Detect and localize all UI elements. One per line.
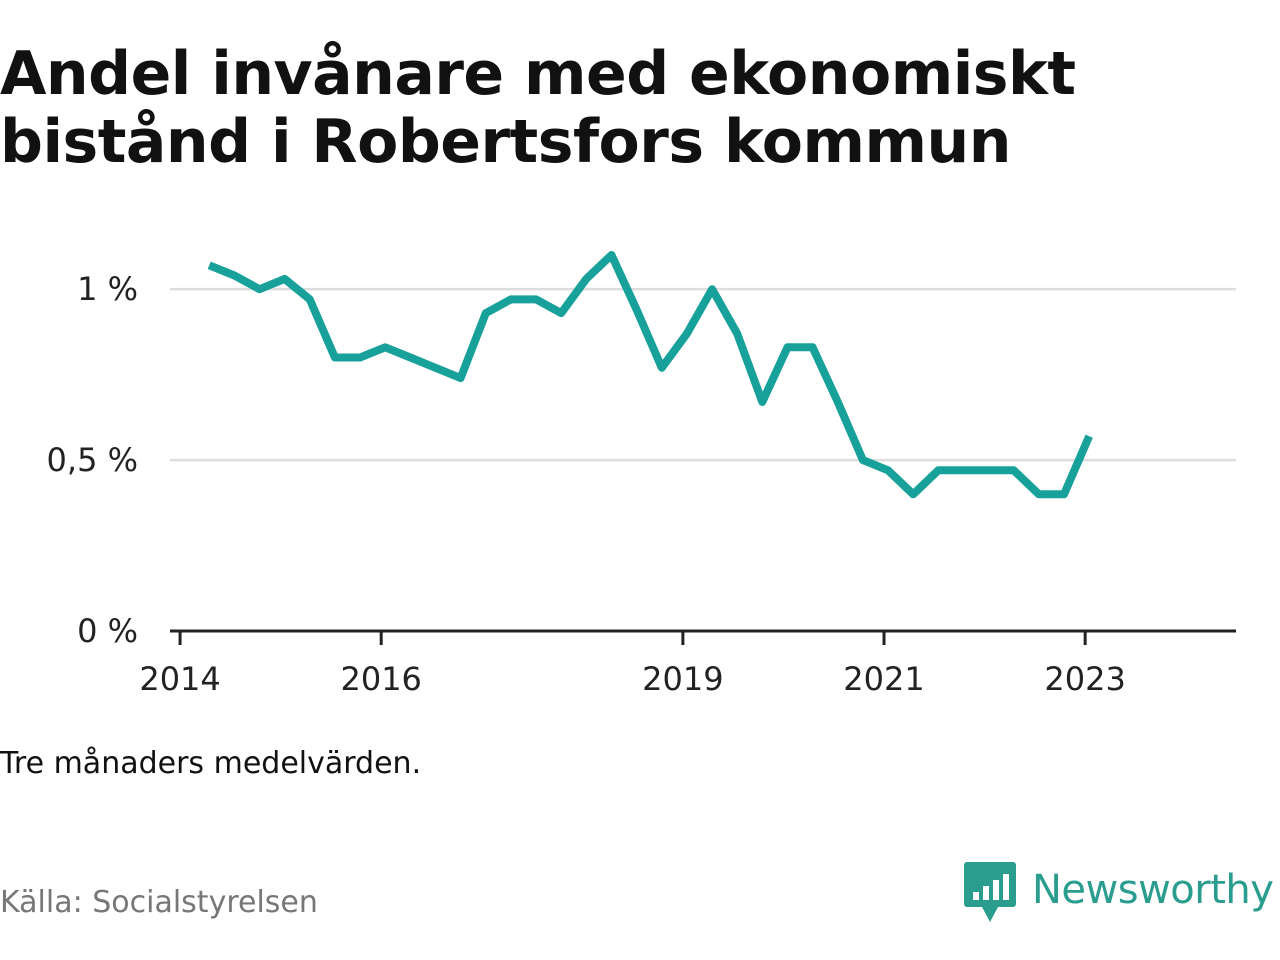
line-chart: 0 % 0,5 % 1 % 2014 2016 2019 2021 2023 — [47, 251, 1236, 698]
y-tick-label: 0,5 % — [47, 441, 138, 479]
gridlines — [170, 287, 1236, 462]
x-tick-label: 2019 — [642, 660, 723, 698]
x-tick-label: 2014 — [139, 660, 220, 698]
y-tick-label: 0 % — [77, 612, 138, 650]
y-axis-labels: 0 % 0,5 % 1 % — [47, 270, 138, 650]
newsworthy-logo: Newsworthy — [964, 862, 1274, 924]
source-credit: Källa: Socialstyrelsen — [0, 885, 318, 920]
series-line — [207, 251, 1093, 499]
bar-chart-speech-bubble-icon — [964, 862, 1016, 922]
x-tick-label: 2016 — [340, 660, 421, 698]
chart-title: Andel invånare med ekonomiskt bistånd i … — [0, 39, 1076, 177]
x-tick-label: 2021 — [843, 660, 924, 698]
y-tick-label: 1 % — [77, 270, 138, 308]
x-axis-labels: 2014 2016 2019 2021 2023 — [139, 660, 1126, 698]
x-tick-label: 2023 — [1044, 660, 1125, 698]
series-layer — [207, 251, 1093, 499]
x-axis — [170, 629, 1236, 645]
brand-name: Newsworthy — [1032, 867, 1274, 913]
chart-note: Tre månaders medelvärden. — [0, 746, 422, 781]
